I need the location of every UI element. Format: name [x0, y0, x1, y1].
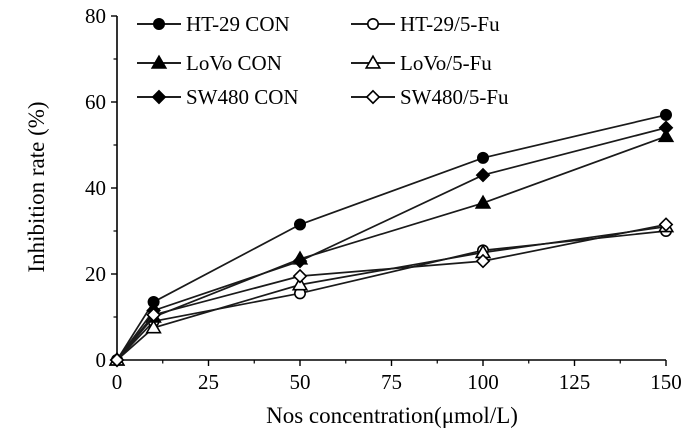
data-point [293, 218, 306, 231]
x-tick-label: 125 [559, 370, 591, 394]
legend-label: HT-29/5-Fu [400, 12, 500, 36]
x-tick-label: 50 [290, 370, 311, 394]
legend-entry: SW480/5-Fu [351, 85, 509, 109]
series-line [116, 126, 667, 361]
series-line [116, 114, 667, 361]
y-tick-label: 40 [85, 176, 106, 200]
legend-entry: LoVo CON [137, 51, 282, 75]
series-4 [109, 120, 674, 368]
x-tick-label: 25 [198, 370, 219, 394]
data-point [475, 253, 491, 269]
legend-entry: LoVo/5-Fu [351, 51, 492, 75]
legend-marker [364, 54, 382, 69]
legend: HT-29 CON HT-29/5-Fu LoVo CON LoVo/5-Fu SW48… [137, 12, 509, 109]
series-5 [109, 217, 674, 368]
legend-label: LoVo CON [186, 51, 282, 75]
data-point [659, 108, 672, 121]
data-point [292, 253, 308, 269]
legend-entry: HT-29/5-Fu [351, 12, 500, 36]
series-line [116, 225, 667, 361]
y-tick-label: 20 [85, 262, 106, 286]
x-tick-label: 150 [650, 370, 682, 394]
x-tick-label: 75 [381, 370, 402, 394]
y-tick-label: 60 [85, 90, 106, 114]
ticks: 0 20 40 60 80 0 25 50 75 100 125 150 [85, 4, 682, 394]
y-tick-label: 80 [85, 4, 106, 28]
series-line [116, 135, 667, 361]
data-point [292, 268, 308, 284]
legend-entry: HT-29 CON [137, 12, 290, 36]
series-3 [108, 218, 675, 366]
series-line [116, 223, 667, 361]
legend-marker [366, 17, 379, 30]
legend-marker [153, 17, 166, 30]
y-axis-title: Inhibition rate (%) [24, 101, 49, 272]
data-point [658, 217, 674, 232]
data-point [145, 319, 162, 334]
legend-label: HT-29 CON [186, 12, 290, 36]
x-tick-label: 100 [467, 370, 499, 394]
x-tick-label: 0 [112, 370, 123, 394]
legend-marker [150, 54, 168, 69]
series-group [108, 108, 675, 368]
data-point [658, 120, 674, 136]
data-point [146, 307, 161, 323]
series-2 [108, 128, 675, 366]
data-point [109, 352, 125, 368]
legend-label: SW480/5-Fu [400, 85, 509, 109]
data-point [476, 151, 489, 164]
data-point [657, 128, 675, 143]
y-tick-label: 0 [96, 348, 107, 372]
data-point [291, 276, 309, 291]
legend-entry: SW480 CON [137, 85, 299, 109]
legend-marker [365, 89, 381, 105]
legend-marker [151, 89, 167, 105]
data-point [474, 194, 492, 209]
legend-label: LoVo/5-Fu [400, 51, 492, 75]
x-axis-title: Nos concentration(μmol/L) [266, 403, 518, 428]
legend-label: SW480 CON [186, 85, 299, 109]
data-point [475, 167, 491, 183]
